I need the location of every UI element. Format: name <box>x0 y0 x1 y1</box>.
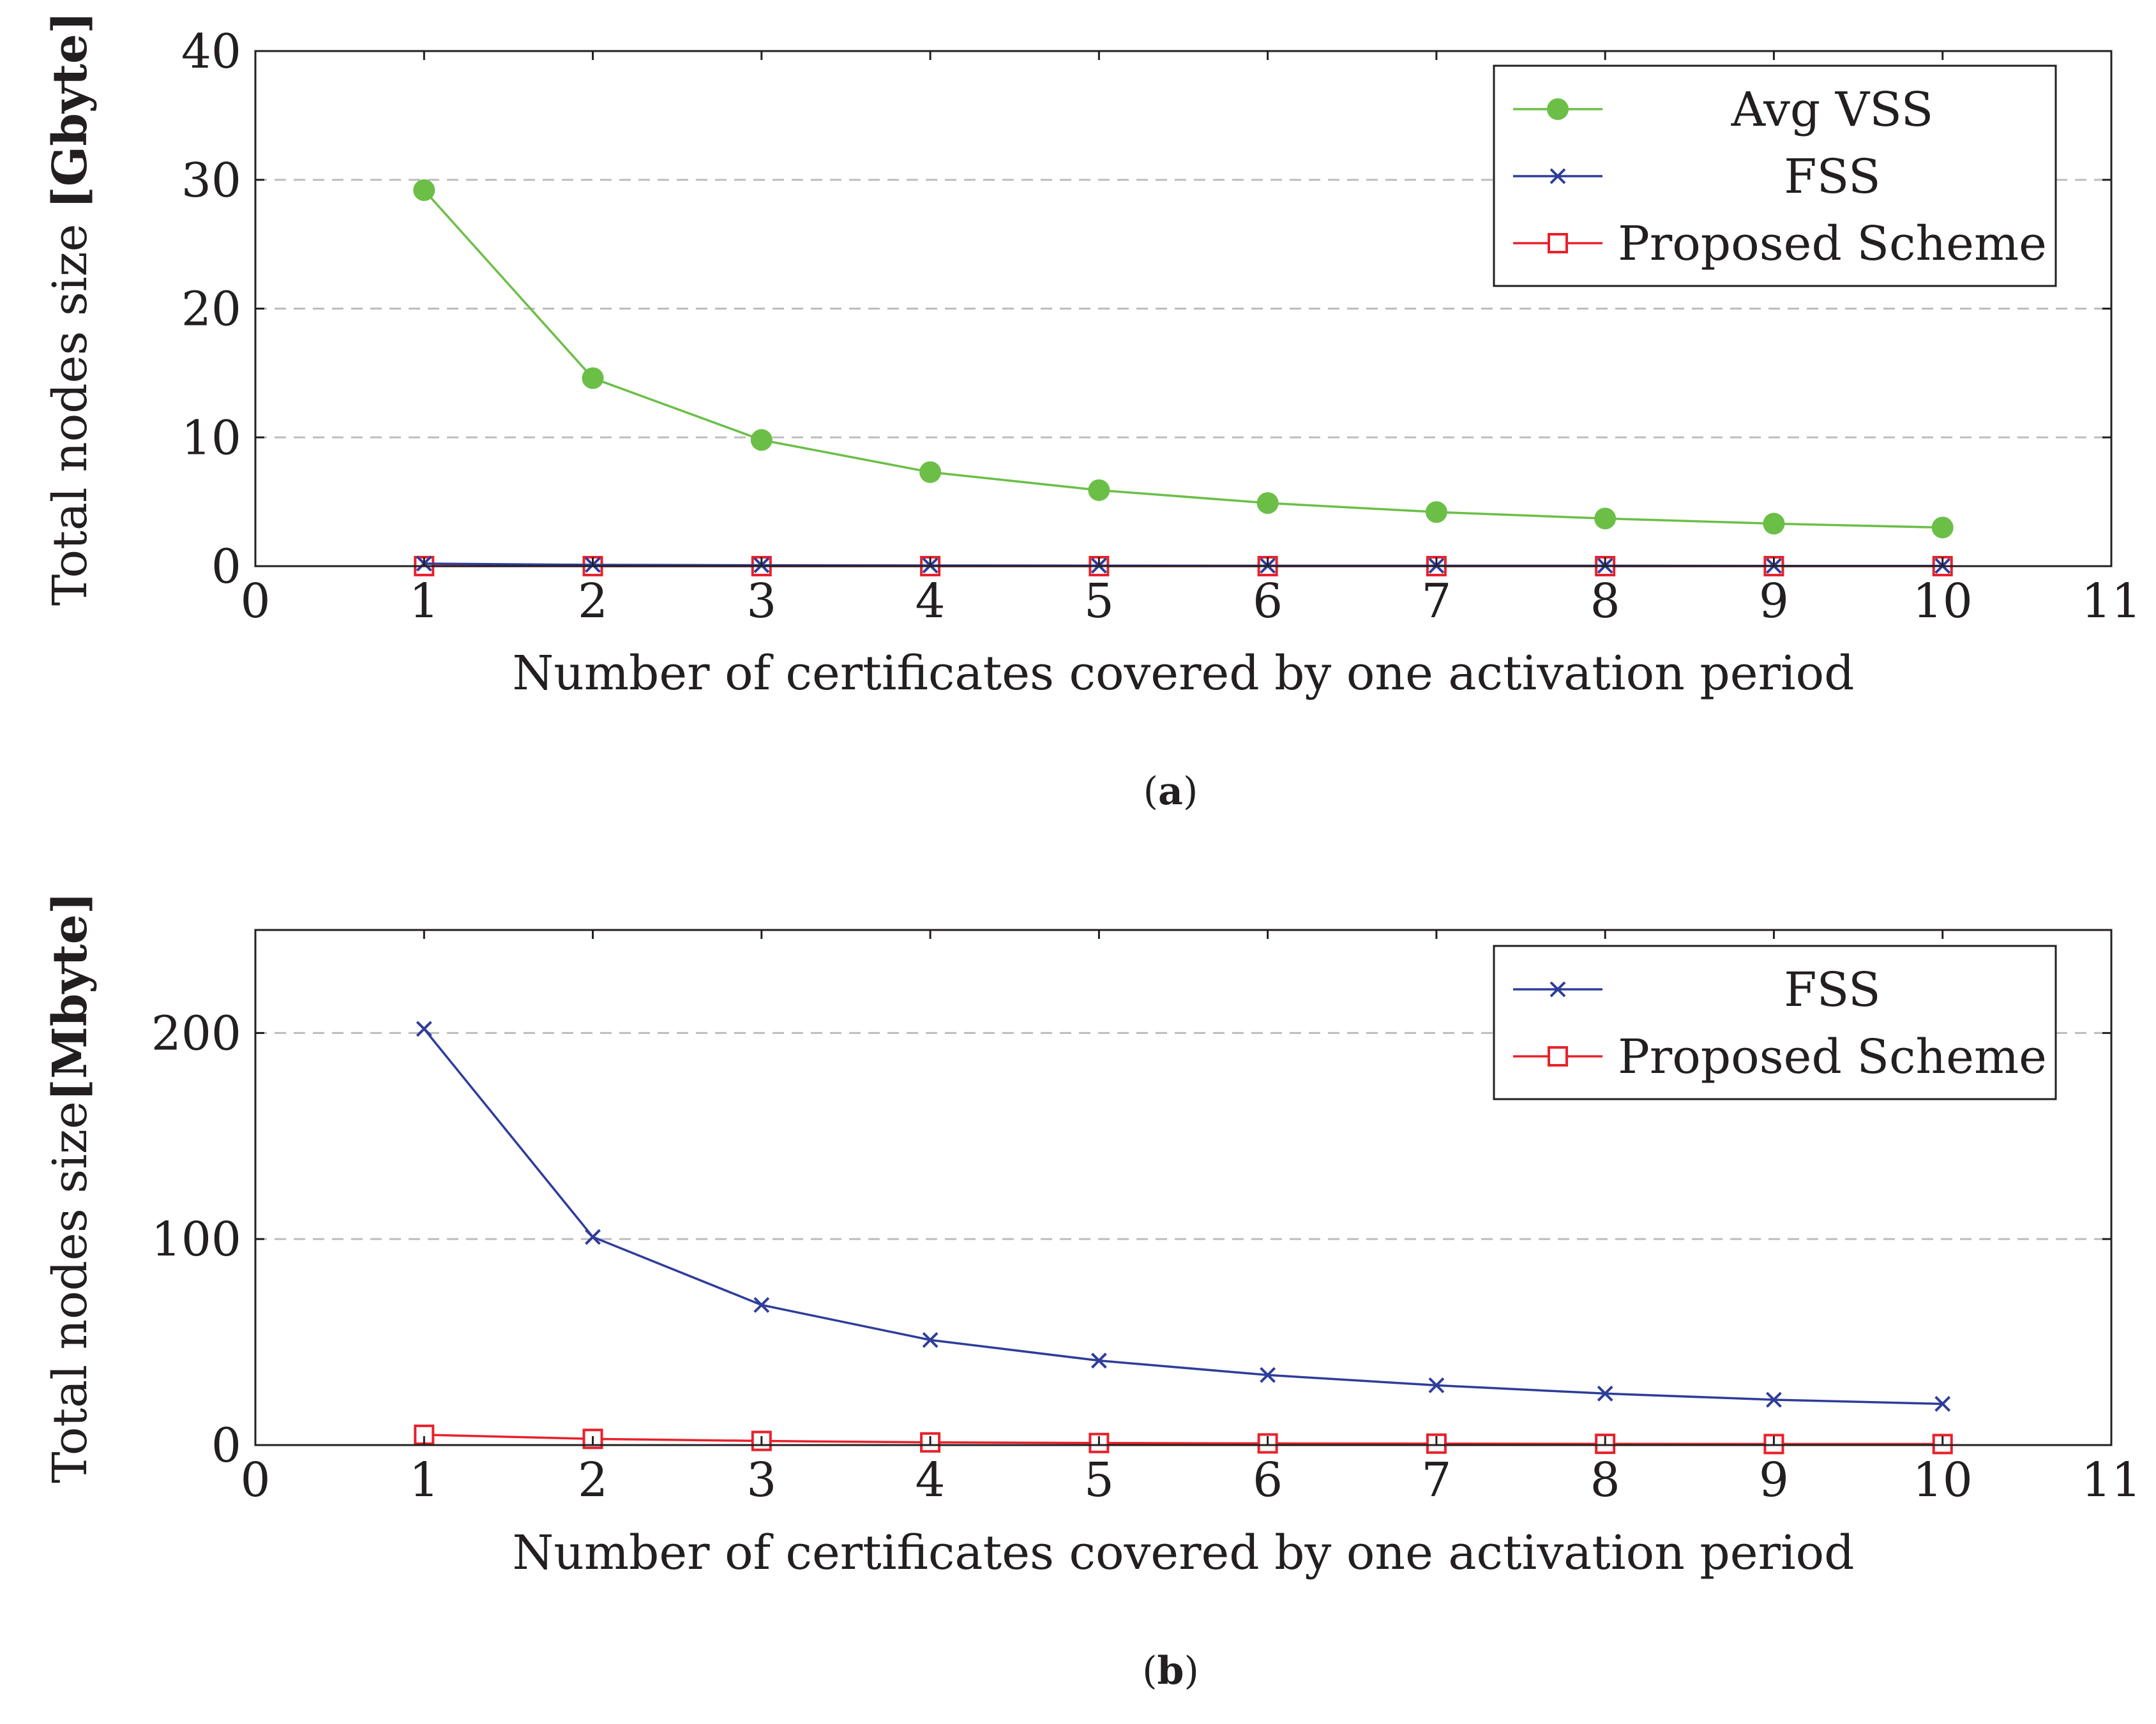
series-fss <box>416 555 1951 574</box>
x-tick-label: 9 <box>1759 574 1789 629</box>
x-tick-label: 5 <box>1084 1453 1114 1508</box>
x-axis-label: Number of certificates covered by one ac… <box>512 646 1854 701</box>
legend-swatch-marker <box>1549 981 1566 998</box>
x-tick-label: 6 <box>1253 1453 1283 1508</box>
legend-swatch-marker <box>1548 233 1568 253</box>
caption: (a) <box>1143 769 1198 814</box>
x-tick-label: 11 <box>2081 1453 2141 1508</box>
caption: (b) <box>1142 1649 1199 1693</box>
chart-panel-b: 0 1 2 3 4 5 6 7 8 9 10 11 0 100 200 Number of certific… <box>43 892 2141 1693</box>
y-tick-label: 100 <box>151 1212 241 1267</box>
x-tick-label: 10 <box>1913 1453 1973 1508</box>
chart-panel-a: 0 1 2 3 4 5 6 7 8 9 10 11 0 10 20 30 40 Number of certif… <box>43 11 2141 814</box>
data-point <box>922 1331 939 1348</box>
data-point <box>1597 1385 1613 1402</box>
x-tick-label: 4 <box>916 574 946 629</box>
x-tick-label: 9 <box>1759 1453 1789 1508</box>
y-tick-label: 200 <box>151 1006 241 1061</box>
data-point <box>1256 492 1279 514</box>
x-tick-label: 7 <box>1421 574 1451 629</box>
legend-swatch-marker <box>1548 1046 1568 1067</box>
x-tick-label: 11 <box>2081 574 2141 629</box>
x-tick-label: 1 <box>409 1453 439 1508</box>
series-fss <box>416 1021 1951 1412</box>
x-tick-label: 0 <box>240 574 270 629</box>
y-tick-label: 0 <box>211 1418 241 1473</box>
y-tick-label: 0 <box>211 539 241 594</box>
y-axis-label-unit: [Gbyte] <box>43 11 98 209</box>
legend-swatch-marker <box>1549 168 1566 184</box>
legend-item: FSS <box>1513 149 1881 204</box>
y-axis-label-unit: [Mbyte] <box>43 892 98 1101</box>
data-point <box>1763 513 1785 535</box>
legend: Avg VSS FSS Proposed Scheme <box>1493 64 2057 287</box>
data-point <box>1934 1396 1951 1412</box>
x-axis-label: Number of certificates covered by one ac… <box>512 1525 1854 1580</box>
data-point <box>1088 479 1110 501</box>
x-tick-label: 3 <box>746 574 776 629</box>
series-line <box>423 1028 1943 1405</box>
x-tick-label: 4 <box>916 1453 946 1508</box>
legend-item: Proposed Scheme <box>1513 1030 2047 1084</box>
series-line <box>424 1434 1943 1446</box>
y-axis-label-main: Total nodes size <box>43 1101 98 1483</box>
data-point <box>750 429 773 451</box>
y-tick-label: 40 <box>181 24 241 79</box>
legend-label: Proposed Scheme <box>1618 1030 2047 1084</box>
legend: FSS Proposed Scheme <box>1493 945 2057 1100</box>
legend-item: Proposed Scheme <box>1513 216 2047 271</box>
legend-item: FSS <box>1513 963 1881 1017</box>
x-tick-label: 0 <box>240 1453 270 1508</box>
x-tick-label: 8 <box>1590 574 1620 629</box>
y-axis-label: Total nodes size[Mbyte] <box>43 892 98 1483</box>
data-point <box>919 461 942 483</box>
legend-label: FSS <box>1784 963 1880 1017</box>
x-tick-label: 3 <box>746 1453 776 1508</box>
x-tick-label: 7 <box>1421 1453 1451 1508</box>
data-point <box>1425 501 1447 523</box>
x-tick-label: 5 <box>1084 574 1114 629</box>
y-tick-label: 20 <box>181 282 241 337</box>
y-tick-label: 10 <box>181 410 241 465</box>
legend-box <box>1493 945 2057 1100</box>
data-point <box>585 1229 601 1245</box>
data-point <box>1428 1377 1445 1393</box>
x-tick-label: 10 <box>1913 574 1973 629</box>
data-point <box>1090 1353 1107 1369</box>
legend-label: Avg VSS <box>1731 82 1934 137</box>
series-avg-vss <box>413 179 1954 539</box>
x-tick-label: 2 <box>578 574 608 629</box>
data-point <box>413 179 435 201</box>
data-point <box>582 367 604 389</box>
caption-letter: a <box>1158 769 1183 814</box>
caption-letter: b <box>1157 1649 1184 1693</box>
x-tick-label: 6 <box>1253 574 1283 629</box>
data-point <box>1931 516 1954 539</box>
legend-label: Proposed Scheme <box>1618 216 2047 271</box>
legend-item: Avg VSS <box>1513 82 1933 137</box>
y-tick-label: 30 <box>181 153 241 208</box>
x-tick-label: 2 <box>578 1453 608 1508</box>
x-tick-label: 8 <box>1590 1453 1620 1508</box>
x-tick-label: 1 <box>409 574 439 629</box>
y-axis-label-main: Total nodes size <box>43 209 98 606</box>
y-axis-label: Total nodes size [Gbyte] <box>43 11 98 606</box>
series-proposed-scheme <box>414 1424 1953 1455</box>
legend-swatch-marker <box>1547 98 1569 120</box>
data-point <box>753 1297 770 1313</box>
plot-frame <box>254 929 2113 1446</box>
data-point <box>1766 1391 1782 1408</box>
data-point <box>416 1021 432 1037</box>
data-point <box>1260 1367 1276 1383</box>
series-line <box>423 189 1943 529</box>
legend-label: FSS <box>1784 149 1880 204</box>
data-point <box>1594 507 1617 530</box>
